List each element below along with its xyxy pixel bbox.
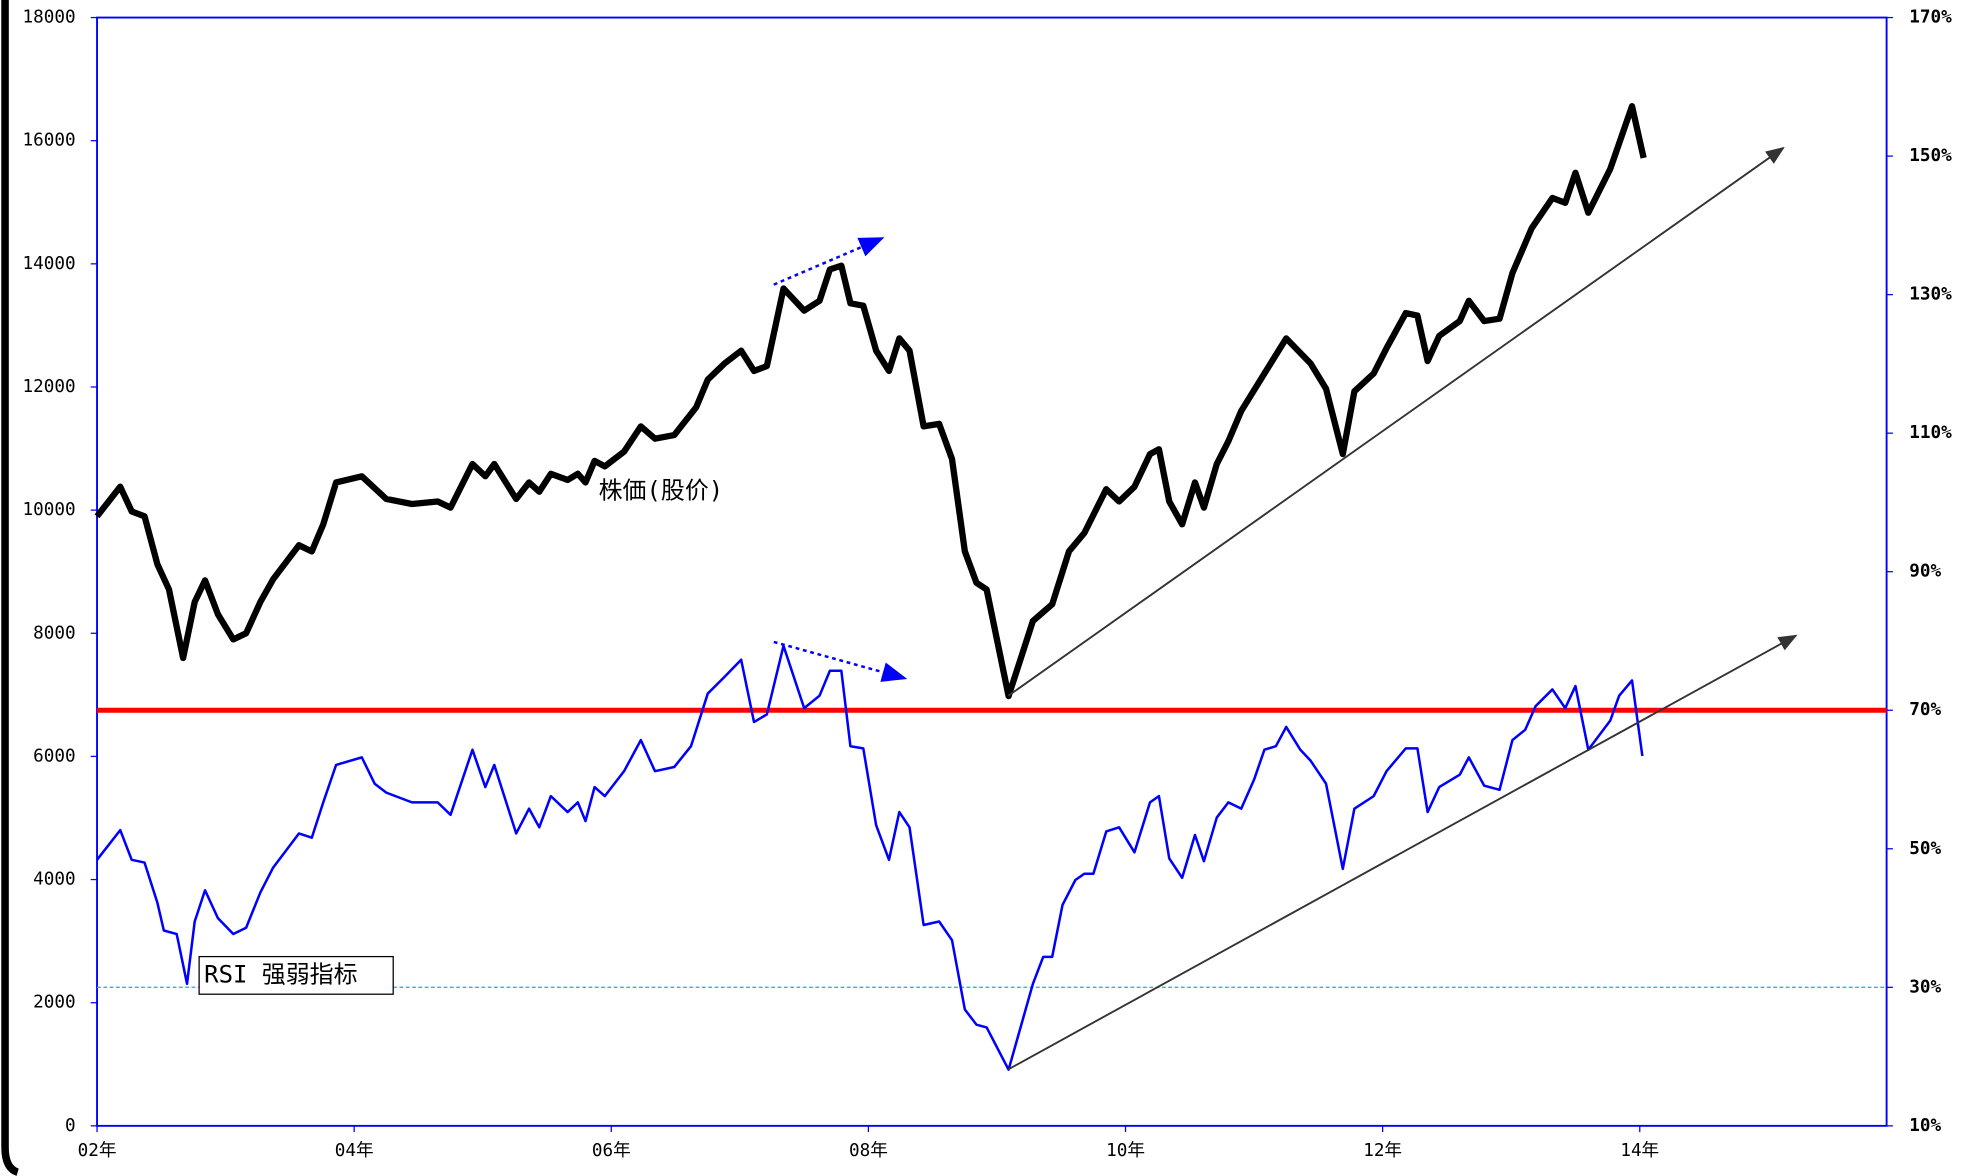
y-tick-label: 16000 [23,131,76,151]
x-tick-label: 08年 [849,1141,888,1161]
y2-tick-label: 130% [1909,285,1952,305]
y-tick-label: 10000 [23,500,76,520]
y2-tick-label: 170% [1909,8,1952,28]
y2-tick-label: 70% [1909,700,1941,720]
x-tick-label: 12年 [1363,1141,1402,1161]
x-tick-label: 10年 [1106,1141,1145,1161]
y-tick-label: 18000 [23,8,76,28]
y-tick-label: 14000 [23,254,76,274]
trend-arrow [1007,634,1798,1071]
series-label: 株価(股价) [599,477,724,505]
marks [94,103,1887,1071]
y2-tick-label: 10% [1909,1116,1941,1136]
y2-tick-label: 30% [1909,977,1941,997]
y-tick-label: 6000 [33,746,75,766]
series-label: RSI 强弱指标 [204,960,357,988]
y2-tick-label: 50% [1909,839,1941,859]
y-tick-label: 0 [65,1116,76,1136]
x-tick-label: 06年 [592,1141,631,1161]
x-tick-label: 02年 [78,1141,117,1161]
frame-edge [1,0,20,1176]
series-line [96,644,1644,1071]
divergence-arrow [773,237,885,286]
series-line [94,103,1647,700]
y2-tick-label: 150% [1909,146,1952,166]
y2-tick-label: 110% [1909,423,1952,443]
trend-arrow [1007,146,1785,697]
x-tick-label: 14年 [1620,1141,1659,1161]
x-tick-label: 04年 [335,1141,374,1161]
y-tick-label: 2000 [33,993,75,1013]
y-tick-label: 12000 [23,377,76,397]
y2-tick-label: 90% [1909,562,1941,582]
y-tick-label: 8000 [33,623,75,643]
y-tick-label: 4000 [33,870,75,890]
label-box [198,955,394,995]
